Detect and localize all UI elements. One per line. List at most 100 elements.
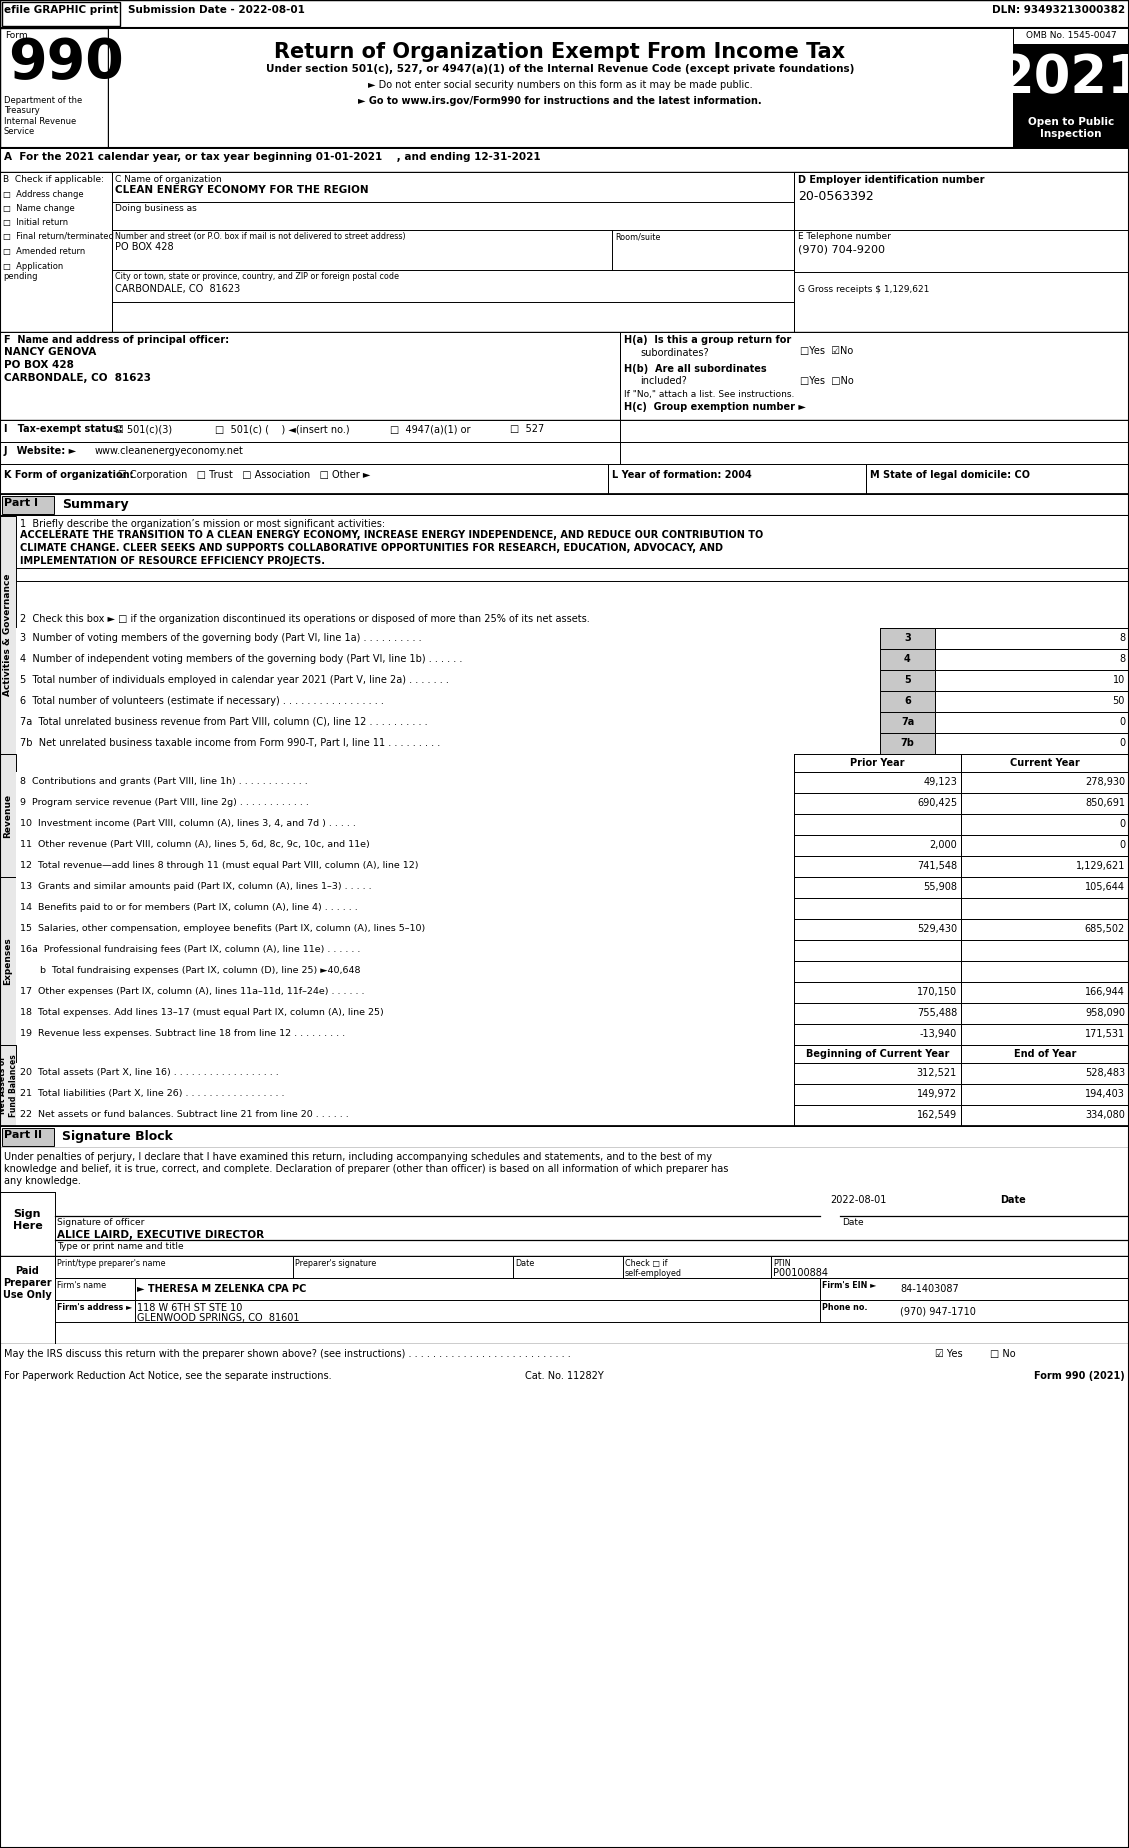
Bar xyxy=(961,918,1129,941)
Text: Form 990 (2021): Form 990 (2021) xyxy=(1034,1371,1124,1380)
Bar xyxy=(1013,115,1129,148)
Bar xyxy=(16,711,879,734)
Text: 10  Investment income (Part VIII, column (A), lines 3, 4, and 7d ) . . . . .: 10 Investment income (Part VIII, column … xyxy=(20,819,356,828)
Bar xyxy=(0,148,1129,172)
Text: -13,940: -13,940 xyxy=(920,1029,957,1039)
Text: Prior Year: Prior Year xyxy=(850,758,904,769)
Text: CARBONDALE, CO  81623: CARBONDALE, CO 81623 xyxy=(5,373,151,383)
Bar xyxy=(879,734,935,754)
Bar xyxy=(961,941,1129,961)
Text: PO BOX 428: PO BOX 428 xyxy=(5,360,73,370)
Bar xyxy=(935,711,1129,734)
Bar xyxy=(794,772,961,793)
Text: M State of legal domicile: CO: M State of legal domicile: CO xyxy=(870,469,1030,480)
Text: 11  Other revenue (Part VIII, column (A), lines 5, 6d, 8c, 9c, 10c, and 11e): 11 Other revenue (Part VIII, column (A),… xyxy=(20,841,370,848)
Text: 312,521: 312,521 xyxy=(917,1068,957,1077)
Bar xyxy=(16,516,1129,610)
Bar xyxy=(55,1192,1129,1257)
Bar xyxy=(16,981,794,1003)
Text: 166,944: 166,944 xyxy=(1085,987,1124,998)
Text: 690,425: 690,425 xyxy=(917,798,957,808)
Bar xyxy=(935,691,1129,711)
Text: Doing business as: Doing business as xyxy=(115,203,196,213)
Bar xyxy=(961,835,1129,856)
Bar xyxy=(16,961,794,981)
Bar xyxy=(961,856,1129,878)
Text: (970) 704-9200: (970) 704-9200 xyxy=(798,246,885,255)
Text: Signature Block: Signature Block xyxy=(62,1129,173,1144)
Text: City or town, state or province, country, and ZIP or foreign postal code: City or town, state or province, country… xyxy=(115,272,399,281)
Bar xyxy=(961,813,1129,835)
Text: Number and street (or P.O. box if mail is not delivered to street address): Number and street (or P.O. box if mail i… xyxy=(115,233,405,240)
Text: 1  Briefly describe the organization’s mission or most significant activities:: 1 Briefly describe the organization’s mi… xyxy=(20,519,385,529)
Text: Type or print name and title: Type or print name and title xyxy=(56,1242,184,1251)
Text: 3  Number of voting members of the governing body (Part VI, line 1a) . . . . . .: 3 Number of voting members of the govern… xyxy=(20,634,421,643)
Text: 2021: 2021 xyxy=(998,52,1129,103)
Text: If "No," attach a list. See instructions.: If "No," attach a list. See instructions… xyxy=(624,390,795,399)
Text: 22  Net assets or fund balances. Subtract line 21 from line 20 . . . . . .: 22 Net assets or fund balances. Subtract… xyxy=(20,1111,349,1120)
Bar xyxy=(961,898,1129,918)
Bar xyxy=(16,918,794,941)
Text: 958,090: 958,090 xyxy=(1085,1007,1124,1018)
Text: 20  Total assets (Part X, line 16) . . . . . . . . . . . . . . . . . .: 20 Total assets (Part X, line 16) . . . … xyxy=(20,1068,279,1077)
Text: Use Only: Use Only xyxy=(3,1290,52,1299)
Bar xyxy=(2,1127,54,1146)
Bar xyxy=(55,1279,135,1299)
Text: Part I: Part I xyxy=(5,497,38,508)
Bar xyxy=(794,898,961,918)
Bar xyxy=(135,1299,820,1321)
Bar xyxy=(16,1085,794,1105)
Bar xyxy=(1013,28,1129,148)
Bar xyxy=(0,493,1129,516)
Text: Date: Date xyxy=(515,1258,534,1268)
Text: OMB No. 1545-0047: OMB No. 1545-0047 xyxy=(1025,31,1117,41)
Text: 15  Salaries, other compensation, employee benefits (Part IX, column (A), lines : 15 Salaries, other compensation, employe… xyxy=(20,924,426,933)
Text: 4  Number of independent voting members of the governing body (Part VI, line 1b): 4 Number of independent voting members o… xyxy=(20,654,463,663)
Text: 2,000: 2,000 xyxy=(929,841,957,850)
Bar xyxy=(16,772,794,793)
Text: For Paperwork Reduction Act Notice, see the separate instructions.: For Paperwork Reduction Act Notice, see … xyxy=(5,1371,332,1380)
Text: □  501(c) (    ) ◄(insert no.): □ 501(c) ( ) ◄(insert no.) xyxy=(215,423,350,434)
Bar xyxy=(879,649,935,671)
Text: 13  Grants and similar amounts paid (Part IX, column (A), lines 1–3) . . . . .: 13 Grants and similar amounts paid (Part… xyxy=(20,881,371,891)
Text: PO BOX 428: PO BOX 428 xyxy=(115,242,174,251)
Bar xyxy=(879,671,935,691)
Text: 49,123: 49,123 xyxy=(924,776,957,787)
Bar xyxy=(0,516,16,754)
Text: 194,403: 194,403 xyxy=(1085,1088,1124,1100)
Bar xyxy=(935,628,1129,649)
Text: 2022-08-01: 2022-08-01 xyxy=(830,1196,886,1205)
Text: Under penalties of perjury, I declare that I have examined this return, includin: Under penalties of perjury, I declare th… xyxy=(5,1151,712,1162)
Text: Preparer: Preparer xyxy=(3,1279,52,1288)
Bar xyxy=(935,734,1129,754)
Text: 55,908: 55,908 xyxy=(924,881,957,893)
Text: 118 W 6TH ST STE 10: 118 W 6TH ST STE 10 xyxy=(137,1303,243,1312)
Bar xyxy=(961,981,1129,1003)
Text: Under section 501(c), 527, or 4947(a)(1) of the Internal Revenue Code (except pr: Under section 501(c), 527, or 4947(a)(1)… xyxy=(265,65,855,74)
Text: J   Website: ►: J Website: ► xyxy=(5,445,77,456)
Text: knowledge and belief, it is true, correct, and complete. Declaration of preparer: knowledge and belief, it is true, correc… xyxy=(5,1164,728,1173)
Text: 528,483: 528,483 xyxy=(1085,1068,1124,1077)
Bar xyxy=(961,1044,1129,1063)
Text: Signature of officer: Signature of officer xyxy=(56,1218,145,1227)
Text: 8: 8 xyxy=(1119,634,1124,643)
Text: 1,129,621: 1,129,621 xyxy=(1076,861,1124,870)
Text: 5  Total number of individuals employed in calendar year 2021 (Part V, line 2a) : 5 Total number of individuals employed i… xyxy=(20,675,449,686)
Text: Net Assets or
Fund Balances: Net Assets or Fund Balances xyxy=(0,1053,18,1116)
Bar xyxy=(623,1257,771,1279)
Bar xyxy=(55,1299,135,1321)
Bar xyxy=(609,464,866,493)
Text: 171,531: 171,531 xyxy=(1085,1029,1124,1039)
Bar xyxy=(16,835,794,856)
Text: Submission Date - 2022-08-01: Submission Date - 2022-08-01 xyxy=(128,6,305,15)
Text: 170,150: 170,150 xyxy=(917,987,957,998)
Text: Expenses: Expenses xyxy=(3,937,12,985)
Bar xyxy=(794,172,1129,333)
Text: Beginning of Current Year: Beginning of Current Year xyxy=(806,1050,949,1059)
Text: Firm's name: Firm's name xyxy=(56,1281,106,1290)
Text: L Year of formation: 2004: L Year of formation: 2004 xyxy=(612,469,752,480)
Text: □  Final return/terminated: □ Final return/terminated xyxy=(3,233,114,240)
Text: Date: Date xyxy=(842,1218,864,1227)
Bar xyxy=(16,671,879,691)
Bar xyxy=(2,2,120,26)
